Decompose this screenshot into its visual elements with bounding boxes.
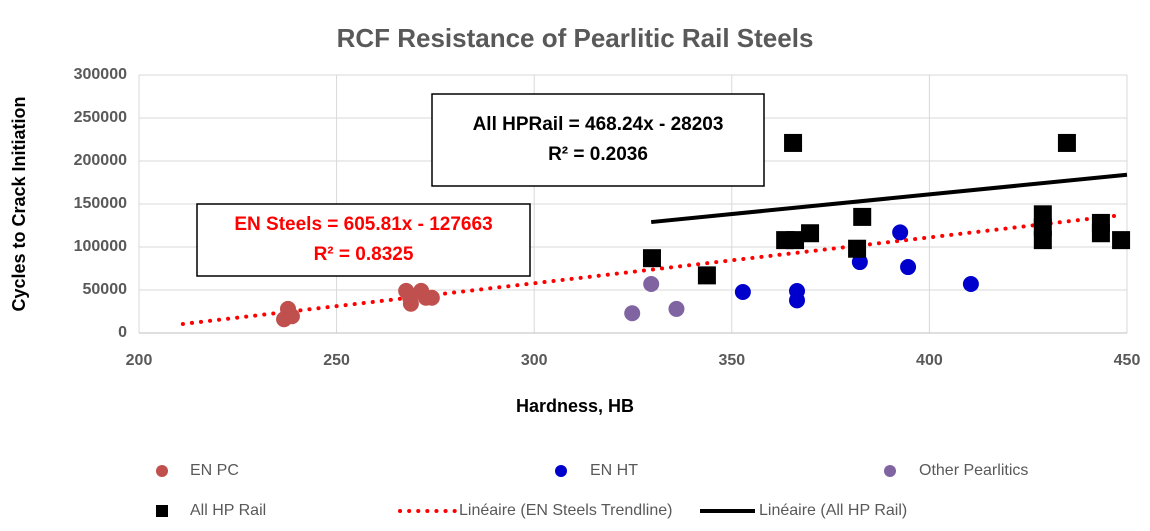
legend-label: Linéaire (All HP Rail) — [759, 502, 907, 519]
point — [789, 292, 806, 309]
point — [801, 224, 820, 243]
point — [402, 295, 419, 312]
point — [962, 275, 979, 292]
legend-marker — [156, 465, 168, 477]
annotation-text: All HPRail = 468.24x - 28203 — [473, 114, 724, 135]
point — [851, 254, 868, 271]
annotation-text: EN Steels = 605.81x - 127663 — [234, 214, 492, 235]
point — [786, 231, 805, 250]
point — [900, 259, 917, 276]
y-axis-label: Cycles to Crack Initiation — [9, 96, 29, 311]
y-tick-label: 250000 — [74, 109, 127, 126]
point — [853, 207, 872, 226]
annotation-text: R² = 0.2036 — [548, 144, 648, 165]
trendline — [180, 213, 1124, 326]
point — [892, 224, 909, 241]
x-tick-label: 250 — [323, 352, 350, 369]
point — [1033, 231, 1052, 250]
annotation-box — [431, 93, 765, 187]
legend-marker — [884, 465, 896, 477]
point — [642, 249, 661, 268]
x-tick-label: 400 — [916, 352, 943, 369]
annotation-text: R² = 0.8325 — [314, 244, 414, 265]
point — [283, 308, 300, 325]
point — [1091, 224, 1110, 243]
point — [697, 266, 716, 285]
x-tick-label: 350 — [718, 352, 745, 369]
x-axis-label: Hardness, HB — [516, 396, 634, 416]
x-tick-label: 450 — [1114, 352, 1141, 369]
legend-marker — [555, 465, 567, 477]
annotation-box — [196, 203, 531, 277]
point — [668, 300, 685, 317]
y-tick-label: 200000 — [74, 152, 127, 169]
point — [1112, 231, 1131, 250]
y-tick-label: 100000 — [74, 238, 127, 255]
x-tick-label: 300 — [521, 352, 548, 369]
y-tick-label: 50000 — [83, 281, 128, 298]
legend-label: EN PC — [190, 462, 239, 479]
point — [624, 305, 641, 322]
legend-marker — [156, 505, 168, 517]
point — [423, 289, 440, 306]
point — [784, 133, 803, 152]
y-tick-label: 300000 — [74, 66, 127, 83]
legend-label: Other Pearlitics — [919, 462, 1028, 479]
legend-label: Linéaire (EN Steels Trendline) — [459, 502, 672, 519]
legend-label: EN HT — [590, 462, 638, 479]
chart-title: RCF Resistance of Pearlitic Rail Steels — [337, 23, 814, 53]
point — [643, 275, 660, 292]
point — [734, 283, 751, 300]
legend-label: All HP Rail — [190, 502, 266, 519]
y-tick-label: 0 — [118, 324, 127, 341]
x-tick-label: 200 — [126, 352, 153, 369]
point — [848, 239, 867, 258]
trendline — [650, 172, 1128, 225]
y-tick-label: 150000 — [74, 195, 127, 212]
point — [1057, 133, 1076, 152]
